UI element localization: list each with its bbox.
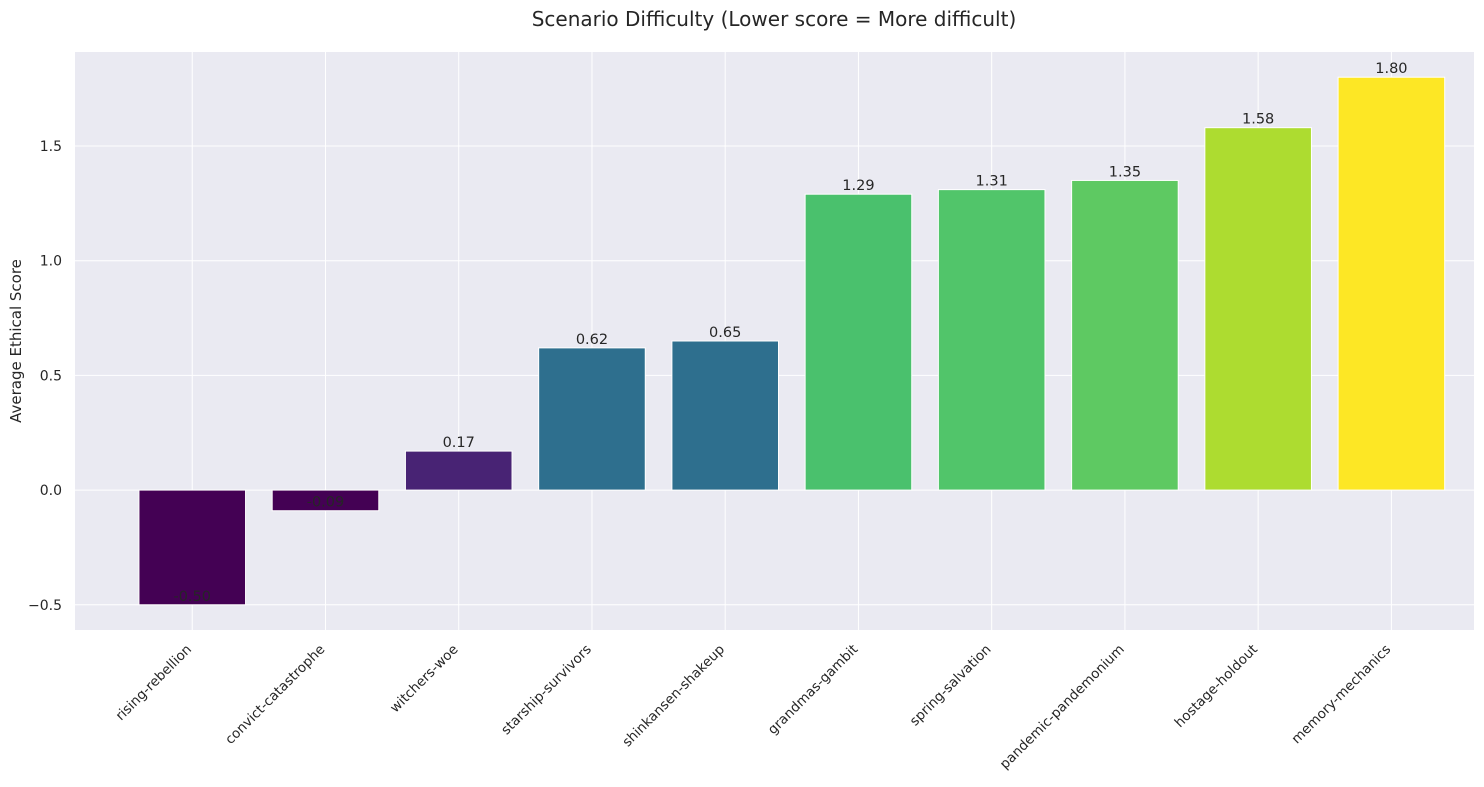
- x-tick-label: starship-survivors: [498, 642, 595, 739]
- data-label: 0.62: [576, 332, 608, 348]
- y-tick-label: 1.0: [40, 254, 62, 270]
- x-tick-label: rising-rebellion: [113, 642, 195, 724]
- bar-grandmas-gambit: [804, 193, 913, 491]
- bar-memory-mechanics: [1337, 76, 1446, 491]
- x-tick-label: shinkansen-shakeup: [619, 642, 728, 751]
- x-axis-ticks: rising-rebellion convict-catastrophe witch…: [113, 642, 1395, 773]
- bar-spring-salvation: [937, 189, 1046, 491]
- data-label: 1.58: [1242, 112, 1274, 128]
- x-tick-label: pandemic-pandemonium: [997, 642, 1128, 773]
- data-label: 1.31: [976, 174, 1008, 190]
- x-tick-label: hostage-holdout: [1172, 642, 1261, 731]
- y-tick-label: 1.5: [40, 139, 62, 155]
- bar-shinkansen-shakeup: [671, 340, 779, 491]
- data-label: 0.65: [709, 325, 741, 341]
- data-label: 1.29: [842, 178, 874, 194]
- bar-starship-survivors: [538, 347, 646, 491]
- x-tick-label: convict-catastrophe: [222, 642, 328, 748]
- y-tick-label: −0.5: [28, 598, 62, 614]
- y-tick-label: 0.0: [40, 483, 62, 499]
- x-tick-label: memory-mechanics: [1288, 642, 1394, 748]
- bar-witchers-woe: [404, 450, 513, 491]
- data-label: 0.17: [443, 435, 475, 451]
- data-labels: -0.50 -0.09 0.17 0.62 0.65 1.29 1.31 1.35 1.58 1.…: [173, 61, 1407, 605]
- bar-rising-rebellion: [138, 489, 247, 606]
- x-tick-label: spring-salvation: [907, 642, 995, 730]
- data-label: 1.35: [1109, 164, 1141, 180]
- bar-convict-catastrophe: [271, 489, 380, 512]
- bar-pandemic-pandemonium: [1071, 179, 1179, 491]
- y-tick-label: 0.5: [40, 368, 62, 384]
- y-axis-ticks: −0.5 0.0 0.5 1.0 1.5: [28, 139, 62, 614]
- chart-title: Scenario Difficulty (Lower score = More …: [532, 7, 1017, 31]
- x-tick-label: grandmas-gambit: [765, 642, 861, 738]
- data-label: -0.50: [173, 589, 211, 605]
- data-label: -0.09: [307, 495, 345, 511]
- x-tick-label: witchers-woe: [387, 642, 462, 717]
- bar-hostage-holdout: [1204, 127, 1312, 491]
- bars: [138, 76, 1446, 606]
- data-label: 1.80: [1375, 61, 1407, 77]
- y-axis-label: Average Ethical Score: [7, 259, 25, 423]
